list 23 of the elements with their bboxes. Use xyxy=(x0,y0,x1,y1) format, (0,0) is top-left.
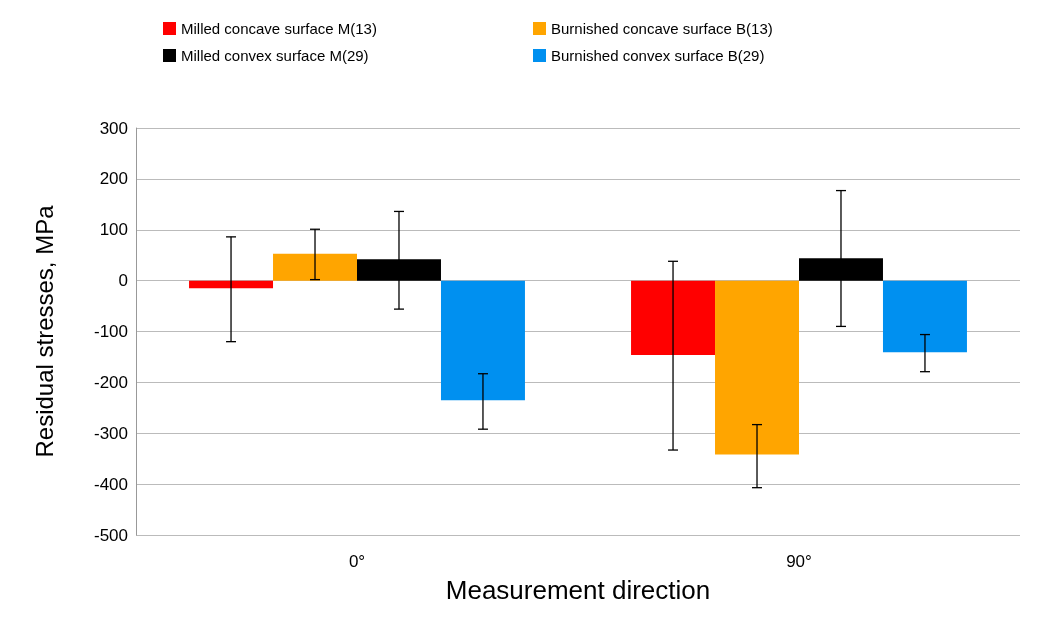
legend-label: Milled convex surface M(29) xyxy=(181,47,369,64)
y-tick-label: 100 xyxy=(99,220,128,240)
x-axis-title: Measurement direction xyxy=(445,575,711,605)
y-axis-title: Residual stresses, MPa xyxy=(30,204,58,458)
y-tick-label: -500 xyxy=(93,525,128,545)
legend-label: Milled concave surface M(13) xyxy=(181,20,377,37)
y-tick-label: 300 xyxy=(99,118,128,138)
legend-label: Burnished convex surface B(29) xyxy=(551,47,765,64)
bar xyxy=(631,280,716,355)
bar xyxy=(440,280,525,401)
legend-label: Burnished concave surface B(13) xyxy=(551,20,773,37)
bar xyxy=(189,280,274,289)
x-tick-label: 90° xyxy=(786,552,812,571)
bar xyxy=(882,280,967,353)
y-tick-label: -300 xyxy=(93,423,128,443)
bar xyxy=(715,280,799,455)
y-tick-label: 0 xyxy=(118,271,128,291)
y-tick-label: -200 xyxy=(93,372,128,392)
x-tick-label: 0° xyxy=(348,552,366,571)
y-tick-label: -100 xyxy=(93,322,128,341)
y-tick-label: -400 xyxy=(93,474,128,494)
bar xyxy=(273,253,357,281)
y-tick-label: 200 xyxy=(99,169,128,189)
